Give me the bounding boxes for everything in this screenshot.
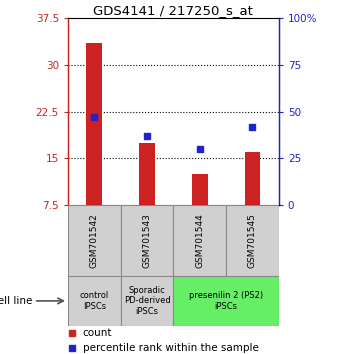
Text: control
IPSCs: control IPSCs (80, 291, 109, 310)
Bar (173, 205, 226, 276)
Text: percentile rank within the sample: percentile rank within the sample (83, 343, 259, 353)
Bar (192, 174, 208, 205)
Title: GDS4141 / 217250_s_at: GDS4141 / 217250_s_at (94, 4, 253, 17)
Bar (244, 152, 260, 205)
Bar (68, 205, 121, 276)
Text: count: count (83, 328, 112, 338)
Text: GSM701545: GSM701545 (248, 213, 257, 268)
Text: GSM701543: GSM701543 (142, 213, 152, 268)
Bar (68, 276, 121, 326)
Bar (86, 43, 102, 205)
Text: GSM701542: GSM701542 (90, 213, 99, 268)
Bar (173, 276, 279, 326)
Text: cell line: cell line (0, 296, 32, 306)
Bar (226, 205, 279, 276)
Text: presenilin 2 (PS2)
iPSCs: presenilin 2 (PS2) iPSCs (189, 291, 263, 310)
Bar (139, 143, 155, 205)
Bar (121, 205, 173, 276)
Text: GSM701544: GSM701544 (195, 213, 204, 268)
Bar (121, 276, 173, 326)
Text: Sporadic
PD-derived
iPSCs: Sporadic PD-derived iPSCs (124, 286, 170, 316)
